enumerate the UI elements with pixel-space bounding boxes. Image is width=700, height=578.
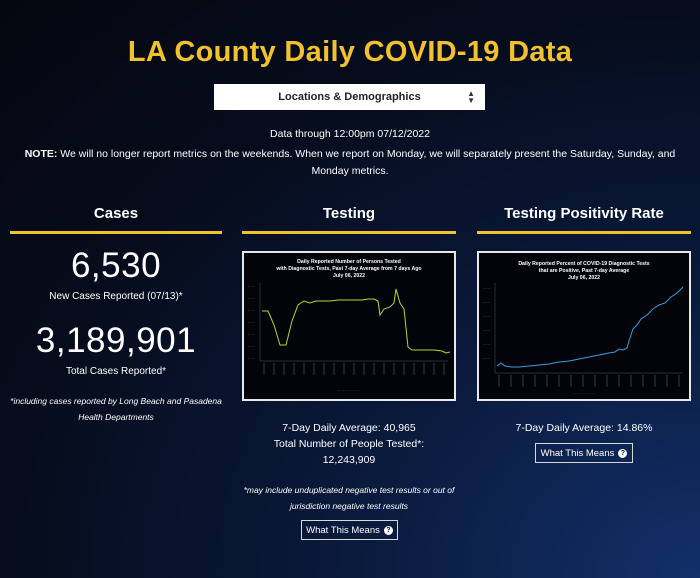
total-cases-label: Total Cases Reported* — [65, 366, 167, 377]
svg-text:— —: — — — [248, 296, 255, 300]
testing-what-this-means-button[interactable]: What This Means ? — [301, 520, 398, 540]
positivity-divider — [477, 231, 691, 234]
svg-text:— —: — — — [248, 344, 255, 348]
positivity-average: 7-Day Daily Average: 14.86% — [515, 422, 653, 434]
cases-heading: Cases — [93, 205, 139, 222]
testing-total-label: Total Number of People Tested*: — [273, 438, 425, 450]
svg-text:— —: — — — [248, 320, 255, 324]
select-value: Locations & Demographics — [278, 91, 421, 103]
testing-series-line — [262, 288, 451, 354]
new-cases-label: New Cases Reported (07/13)* — [49, 291, 183, 302]
testing-chart-title-2: with Diagnostic Tests, Past 7-day Averag… — [275, 266, 421, 272]
positivity-chart-title-2: that are Positive, Past 7-day Average — [539, 268, 630, 274]
note-label: NOTE: — [24, 148, 58, 160]
testing-divider — [242, 231, 456, 234]
svg-text:— —: — — — [248, 308, 255, 312]
button-label: What This Means — [540, 447, 615, 459]
svg-text:— —: — — — [483, 356, 490, 360]
locations-select[interactable]: Locations & Demographics ▲ ▼ — [214, 84, 485, 110]
svg-text:— —: — — — [483, 314, 490, 318]
svg-text:— —: — — — [483, 342, 490, 346]
sort-arrows-icon: ▲ ▼ — [467, 89, 475, 105]
cases-footnote: *including cases reported by Long Beach … — [10, 396, 222, 422]
svg-text:— —: — — — [483, 300, 490, 304]
new-cases-value: 6,530 — [70, 246, 162, 285]
svg-text:— —: — — — [483, 328, 490, 332]
testing-average: 7-Day Daily Average: 40,965 — [282, 422, 416, 434]
svg-text:— —: — — — [248, 284, 255, 288]
svg-text:— — — — — —: — — — — — — — [338, 388, 360, 392]
svg-text:— — — — — —: — — — — — — — [573, 391, 595, 395]
svg-text:— —: — — — [248, 356, 255, 360]
button-label: What This Means — [306, 524, 380, 536]
positivity-chart-title-3: July 06, 2022 — [568, 275, 600, 281]
total-cases-value: 3,189,901 — [35, 321, 197, 360]
positivity-chart[interactable]: Daily Reported Percent of COVID-19 Diagn… — [477, 251, 691, 401]
page-title: LA County Daily COVID-19 Data — [127, 36, 573, 68]
data-through-text: Data through 12:00pm 07/12/2022 — [270, 128, 430, 140]
testing-chart[interactable]: Daily Reported Number of Persons Tested … — [242, 251, 456, 401]
question-circle-icon: ? — [618, 448, 628, 458]
testing-chart-title-3: July 06, 2022 — [333, 273, 365, 279]
testing-heading: Testing — [322, 205, 376, 222]
positivity-heading: Testing Positivity Rate — [504, 205, 664, 222]
testing-footnote: *may include unduplicated negative test … — [243, 485, 455, 511]
weekend-note: NOTE: We will no longer report metrics o… — [12, 146, 688, 180]
testing-total-value: 12,243,909 — [322, 454, 376, 466]
positivity-series-line — [496, 286, 684, 368]
svg-text:— —: — — — [483, 286, 490, 290]
svg-text:— —: — — — [248, 332, 255, 336]
positivity-what-this-means-button[interactable]: What This Means ? — [535, 443, 633, 463]
note-text: We will no longer report metrics on the … — [57, 148, 676, 177]
positivity-chart-title-1: Daily Reported Percent of COVID-19 Diagn… — [518, 261, 649, 267]
question-circle-icon: ? — [383, 525, 393, 535]
cases-divider — [10, 231, 222, 234]
testing-chart-title-1: Daily Reported Number of Persons Tested — [297, 259, 401, 265]
